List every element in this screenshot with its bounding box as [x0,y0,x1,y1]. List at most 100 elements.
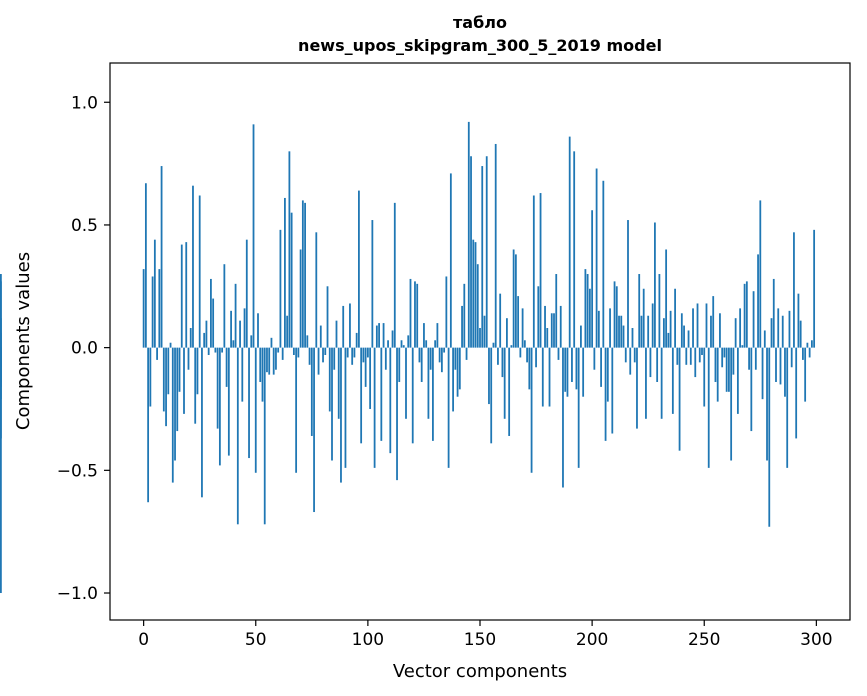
bar [326,286,329,348]
bar [676,347,679,365]
bar [582,347,585,397]
bar [537,286,540,348]
bar [227,347,230,456]
bar [694,347,697,378]
bar [591,210,594,348]
bar [640,315,643,348]
bar [618,315,620,348]
bar [369,347,372,409]
bar [371,220,374,348]
bar [506,318,508,348]
bar [301,200,304,348]
bar [770,318,773,348]
bar [169,342,172,348]
bar [409,278,412,348]
bar [212,298,215,348]
bar [627,220,629,348]
bar [620,315,623,348]
bar [622,325,625,348]
bar [553,313,555,348]
bar [766,347,768,461]
bar [153,239,156,348]
bar [378,323,380,348]
bar [149,347,152,407]
bar [638,274,641,348]
bar [692,308,694,348]
bar [530,347,533,473]
bar [714,347,717,382]
bar [759,200,762,348]
bar [400,340,403,348]
bar [696,303,699,348]
bar [472,239,475,348]
bar [275,347,277,370]
bar [317,347,320,375]
bar [752,291,755,348]
bar [586,274,589,348]
bar [438,347,441,363]
bar [786,347,789,468]
bar [703,347,706,407]
bar [613,281,616,348]
bar [510,345,513,348]
bar [645,347,647,419]
bar [391,330,394,348]
bar [763,330,766,348]
bar [452,347,454,412]
bar [465,347,468,360]
bar [358,190,360,348]
bar [707,347,710,468]
bar [387,340,389,348]
bar [380,347,383,441]
bar [362,347,365,363]
bar [611,347,614,434]
bar [784,347,786,397]
bar [396,347,398,481]
bar [568,136,571,348]
bar [250,335,253,348]
bar [806,342,809,348]
bar [790,347,793,368]
bar [781,315,784,348]
bar [772,278,775,348]
bar [277,347,280,353]
bar [205,320,208,348]
bar [678,347,681,451]
bar [775,347,777,382]
bar [662,318,665,348]
bar [225,347,228,387]
bar [705,303,708,348]
bar [313,347,315,513]
bar [353,347,356,358]
bar [384,347,387,370]
bar [304,202,306,348]
bar [550,313,553,348]
bar [566,347,569,397]
bar [557,347,560,360]
bar [295,347,298,473]
bar [0,347,2,439]
bar [315,232,318,348]
x-tick-label: 300 [800,630,832,650]
bar [631,328,634,348]
x-tick-label: 200 [576,630,608,650]
bar [248,347,250,459]
bar [297,347,300,358]
bar [402,345,405,348]
y-tick-label: 1.0 [71,93,98,113]
bar [488,347,490,405]
bar [176,347,179,432]
bar [728,347,730,392]
bar [754,347,757,370]
bar [375,325,378,348]
bar [698,347,701,363]
bar [429,347,432,370]
bar [266,347,268,373]
bar [456,347,459,397]
bar [324,347,327,355]
bar [221,347,224,353]
bar [479,328,481,348]
bar [416,283,419,348]
bar [393,202,396,348]
y-axis: −1.0 −0.5 0.0 0.5 1.0 [57,93,110,604]
